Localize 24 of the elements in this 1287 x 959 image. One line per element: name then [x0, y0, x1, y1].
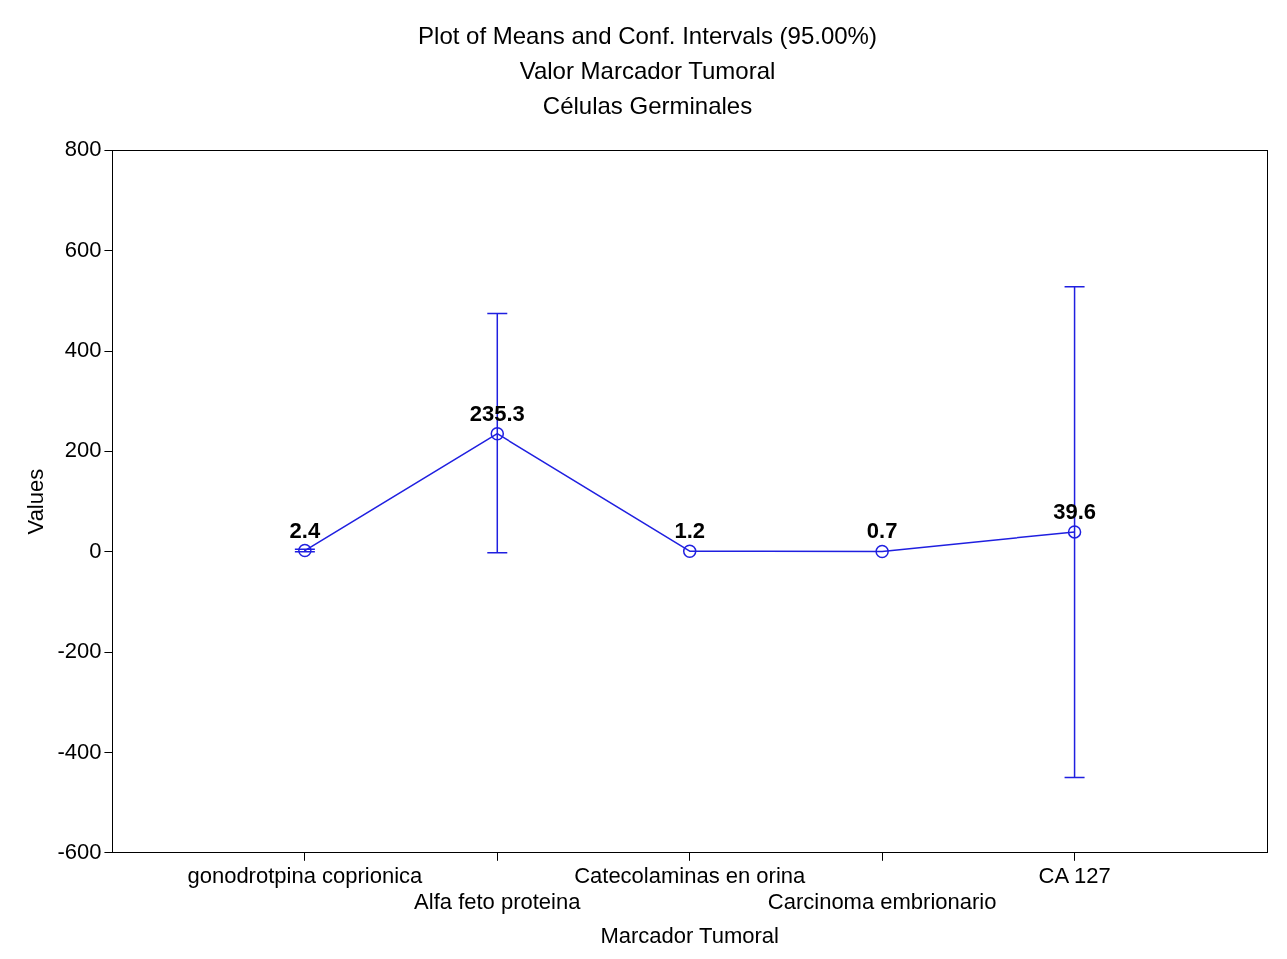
chart-title: Plot of Means and Conf. Intervals (95.00%) Valor Marcador Tumoral Células Germinales: [418, 22, 877, 119]
point: [490, 426, 505, 441]
y-tick-label: 800: [64, 136, 102, 162]
point: [1067, 525, 1082, 539]
y-tick-label: -600: [57, 838, 102, 864]
y-tick-label: 400: [64, 337, 102, 363]
y-tick-label: 0: [89, 537, 102, 563]
x-tick-label: Alfa feto proteina: [414, 889, 582, 915]
x-tick-label: Catecolaminas en orina: [574, 863, 807, 889]
x-tick-label: CA 127: [1038, 863, 1111, 889]
data-label: 2.4: [289, 517, 321, 543]
y-tick-label: 200: [64, 437, 102, 463]
y-tick-label: -400: [57, 738, 102, 764]
y-axis-title: Values: [23, 468, 49, 535]
x-tick-label: gonodrotpina coprionica: [187, 863, 424, 889]
data-label: 0.7: [866, 518, 898, 544]
point: [682, 544, 697, 558]
y-tick-label: -200: [57, 638, 102, 664]
x-axis-title: Marcador Tumoral: [600, 922, 779, 948]
x-tick-label: Carcinoma embrionario: [767, 889, 997, 915]
point: [298, 543, 312, 558]
point: [875, 544, 889, 559]
y-tick-label: 600: [64, 236, 102, 262]
data-label: 1.2: [674, 518, 706, 544]
